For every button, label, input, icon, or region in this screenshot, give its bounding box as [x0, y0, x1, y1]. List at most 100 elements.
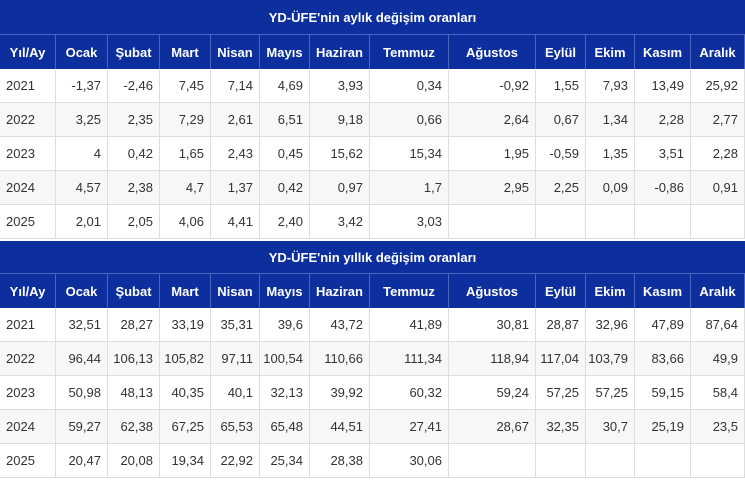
value-cell: 48,13: [108, 376, 160, 410]
value-cell: 4,06: [160, 205, 211, 239]
value-cell: 111,34: [370, 342, 449, 376]
value-cell: 0,67: [536, 103, 586, 137]
value-cell: -0,86: [635, 171, 691, 205]
value-cell: 6,51: [260, 103, 310, 137]
year-cell: 2021: [0, 69, 56, 103]
value-cell: 0,09: [586, 171, 635, 205]
year-cell: 2024: [0, 410, 56, 444]
column-header: Şubat: [108, 274, 160, 308]
value-cell: 106,13: [108, 342, 160, 376]
column-header: Kasım: [635, 35, 691, 69]
value-cell: 32,96: [586, 308, 635, 342]
column-header: Kasım: [635, 274, 691, 308]
column-header: Aralık: [691, 35, 745, 69]
value-cell: 13,49: [635, 69, 691, 103]
value-cell: 103,79: [586, 342, 635, 376]
value-cell: 2,77: [691, 103, 745, 137]
value-cell: 4,69: [260, 69, 310, 103]
value-cell: 3,03: [370, 205, 449, 239]
value-cell: 57,25: [586, 376, 635, 410]
value-cell: 1,37: [211, 171, 260, 205]
value-cell: 50,98: [56, 376, 108, 410]
value-cell: 15,34: [370, 137, 449, 171]
column-header: Şubat: [108, 35, 160, 69]
value-cell: 25,19: [635, 410, 691, 444]
value-cell: 39,92: [310, 376, 370, 410]
year-cell: 2022: [0, 342, 56, 376]
column-header: Nisan: [211, 274, 260, 308]
value-cell: 62,38: [108, 410, 160, 444]
column-header: Mayıs: [260, 274, 310, 308]
value-cell: 4,41: [211, 205, 260, 239]
value-cell: 2,28: [691, 137, 745, 171]
column-header: Temmuz: [370, 35, 449, 69]
value-cell: 22,92: [211, 444, 260, 478]
value-cell: [586, 205, 635, 239]
value-cell: 3,93: [310, 69, 370, 103]
value-cell: 2,35: [108, 103, 160, 137]
column-header: Ekim: [586, 35, 635, 69]
value-cell: 1,35: [586, 137, 635, 171]
value-cell: 1,55: [536, 69, 586, 103]
column-header: Eylül: [536, 274, 586, 308]
year-cell: 2022: [0, 103, 56, 137]
value-cell: [635, 205, 691, 239]
value-cell: 118,94: [449, 342, 536, 376]
value-cell: 59,24: [449, 376, 536, 410]
value-cell: 20,08: [108, 444, 160, 478]
value-cell: 58,4: [691, 376, 745, 410]
column-header: Eylül: [536, 35, 586, 69]
value-cell: 33,19: [160, 308, 211, 342]
value-cell: 15,62: [310, 137, 370, 171]
column-header: Nisan: [211, 35, 260, 69]
value-cell: 57,25: [536, 376, 586, 410]
year-cell: 2023: [0, 137, 56, 171]
column-header: Yıl/Ay: [0, 274, 56, 308]
value-cell: 2,64: [449, 103, 536, 137]
value-cell: 60,32: [370, 376, 449, 410]
value-cell: 44,51: [310, 410, 370, 444]
value-cell: 32,51: [56, 308, 108, 342]
value-cell: [635, 444, 691, 478]
column-header: Aralık: [691, 274, 745, 308]
value-cell: 7,29: [160, 103, 211, 137]
year-cell: 2025: [0, 205, 56, 239]
value-cell: 28,38: [310, 444, 370, 478]
value-cell: 3,42: [310, 205, 370, 239]
value-cell: 0,34: [370, 69, 449, 103]
value-cell: 9,18: [310, 103, 370, 137]
value-cell: 3,25: [56, 103, 108, 137]
year-cell: 2025: [0, 444, 56, 478]
value-cell: 4: [56, 137, 108, 171]
value-cell: 65,48: [260, 410, 310, 444]
value-cell: [536, 205, 586, 239]
column-header: Ağustos: [449, 35, 536, 69]
value-cell: 2,05: [108, 205, 160, 239]
value-cell: 2,61: [211, 103, 260, 137]
value-cell: -0,59: [536, 137, 586, 171]
value-cell: 0,91: [691, 171, 745, 205]
value-cell: 2,95: [449, 171, 536, 205]
value-cell: 0,66: [370, 103, 449, 137]
value-cell: -0,92: [449, 69, 536, 103]
value-cell: 1,7: [370, 171, 449, 205]
monthly-change-table: YD-ÜFE'nin aylık değişim oranları Yıl/Ay O…: [0, 0, 745, 239]
value-cell: 2,28: [635, 103, 691, 137]
value-cell: 2,38: [108, 171, 160, 205]
value-cell: 83,66: [635, 342, 691, 376]
value-cell: 3,51: [635, 137, 691, 171]
column-header: Mart: [160, 274, 211, 308]
column-header: Ağustos: [449, 274, 536, 308]
column-header: Mart: [160, 35, 211, 69]
column-header: Haziran: [310, 274, 370, 308]
value-cell: [586, 444, 635, 478]
table-title: YD-ÜFE'nin aylık değişim oranları: [0, 0, 745, 35]
value-cell: 65,53: [211, 410, 260, 444]
value-cell: -2,46: [108, 69, 160, 103]
value-cell: 40,1: [211, 376, 260, 410]
column-header: Ocak: [56, 274, 108, 308]
column-header: Haziran: [310, 35, 370, 69]
value-cell: [691, 444, 745, 478]
value-cell: [449, 444, 536, 478]
value-cell: 4,57: [56, 171, 108, 205]
